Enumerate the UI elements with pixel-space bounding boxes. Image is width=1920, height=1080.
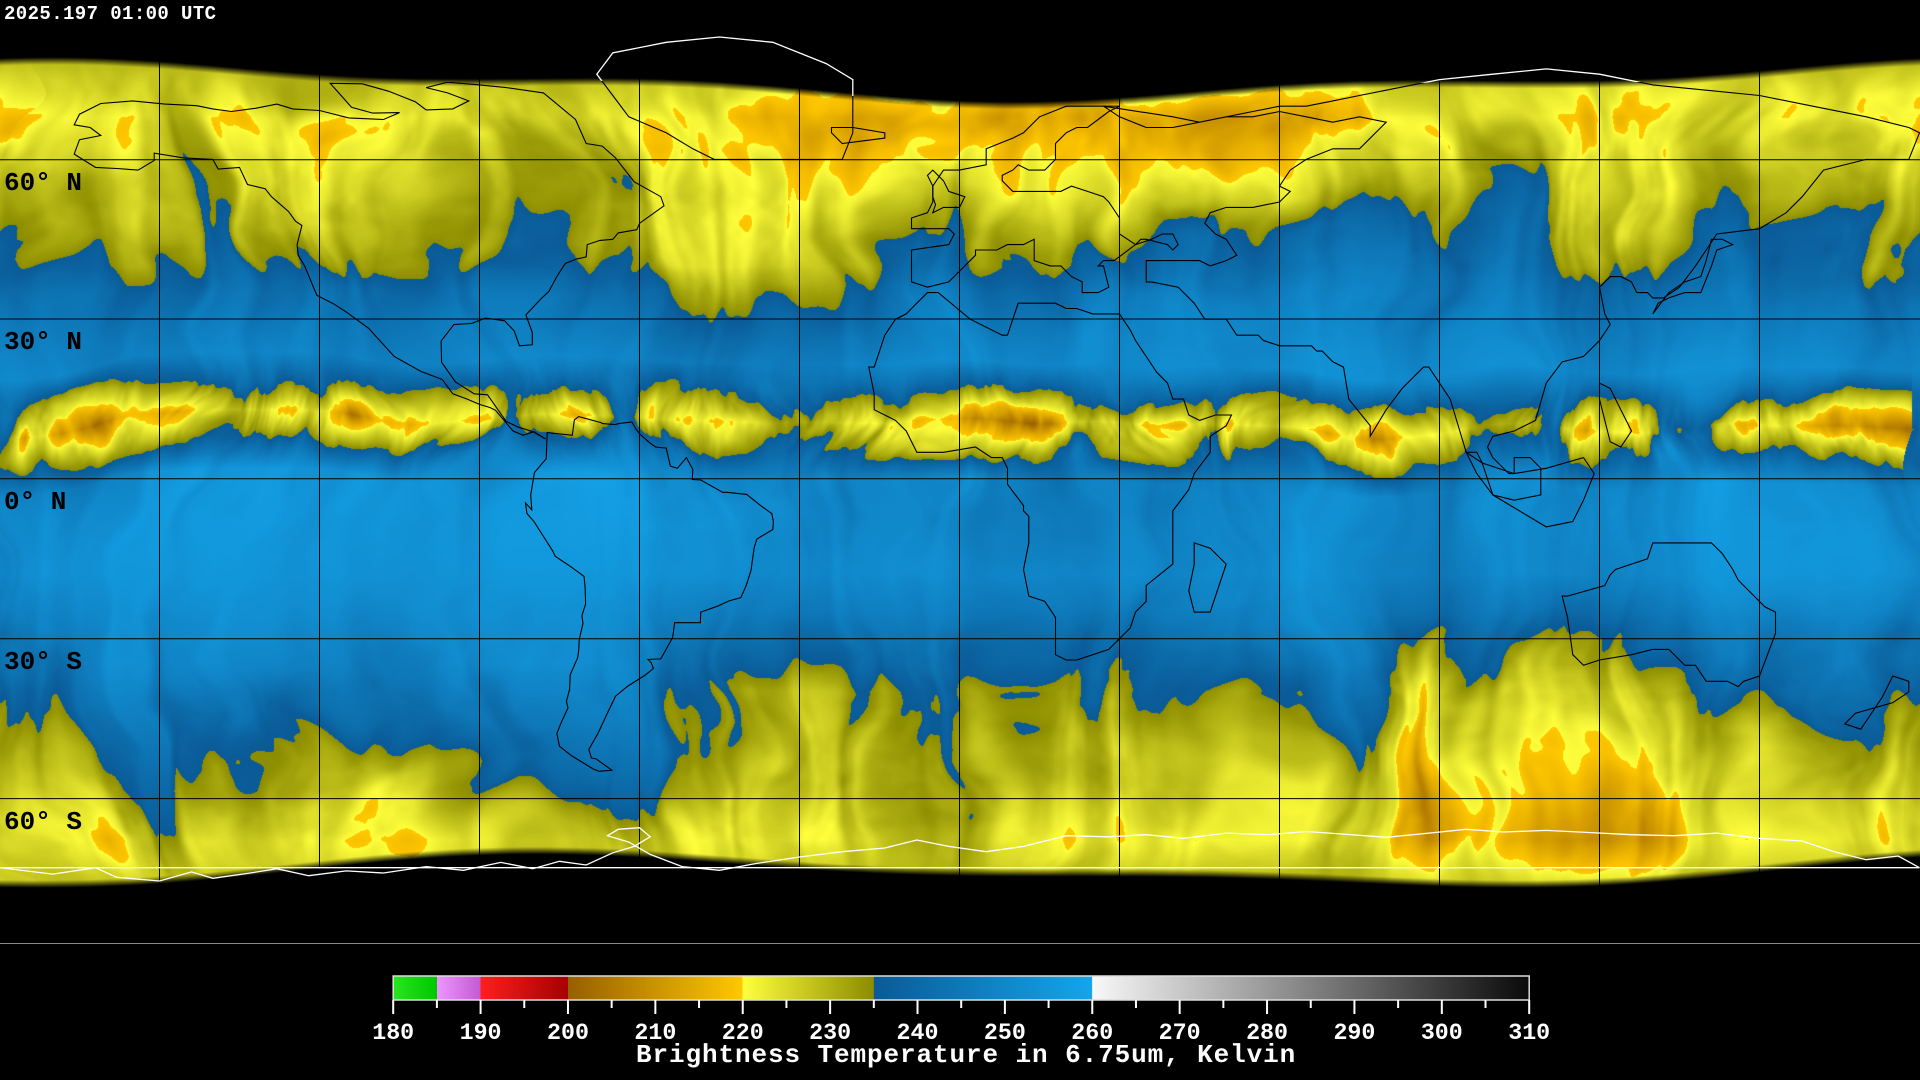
svg-text:310: 310 [1508,1020,1550,1046]
svg-text:290: 290 [1333,1020,1375,1046]
svg-text:180: 180 [372,1020,414,1046]
svg-text:190: 190 [460,1020,502,1046]
svg-text:200: 200 [547,1020,589,1046]
svg-text:300: 300 [1421,1020,1463,1046]
